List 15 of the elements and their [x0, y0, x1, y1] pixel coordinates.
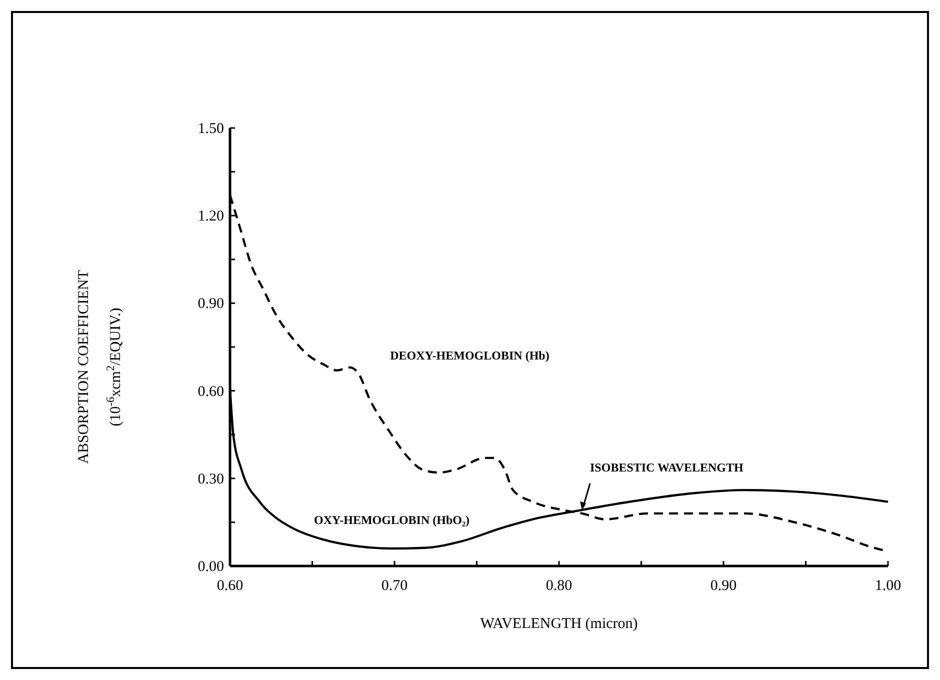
y-tick-label: 0.60: [198, 384, 224, 400]
annotation: ISOBESTIC WAVELENGTH: [590, 460, 744, 474]
x-tick-label: 0.90: [710, 578, 737, 594]
x-tick-label: 1.00: [874, 578, 902, 594]
text: DEOXY-HEMOGLOBIN (Hb): [390, 348, 550, 362]
x-axis-title: WAVELENGTH (micron): [480, 616, 638, 632]
y-tick-label: 0.90: [198, 296, 224, 312]
y-tick-label: 0.00: [198, 559, 224, 575]
x-tick-label: 0.60: [216, 578, 244, 594]
x-tick-label: 0.80: [546, 578, 572, 594]
y-tick-label: 0.30: [198, 471, 224, 488]
x-tick-label: 0.70: [381, 578, 408, 594]
series-label: OXY-HEMOGLOBIN (HbO₂): [314, 512, 470, 527]
y-tick-label: 1.50: [198, 121, 224, 137]
y-tick-label: 1.20: [198, 208, 224, 225]
